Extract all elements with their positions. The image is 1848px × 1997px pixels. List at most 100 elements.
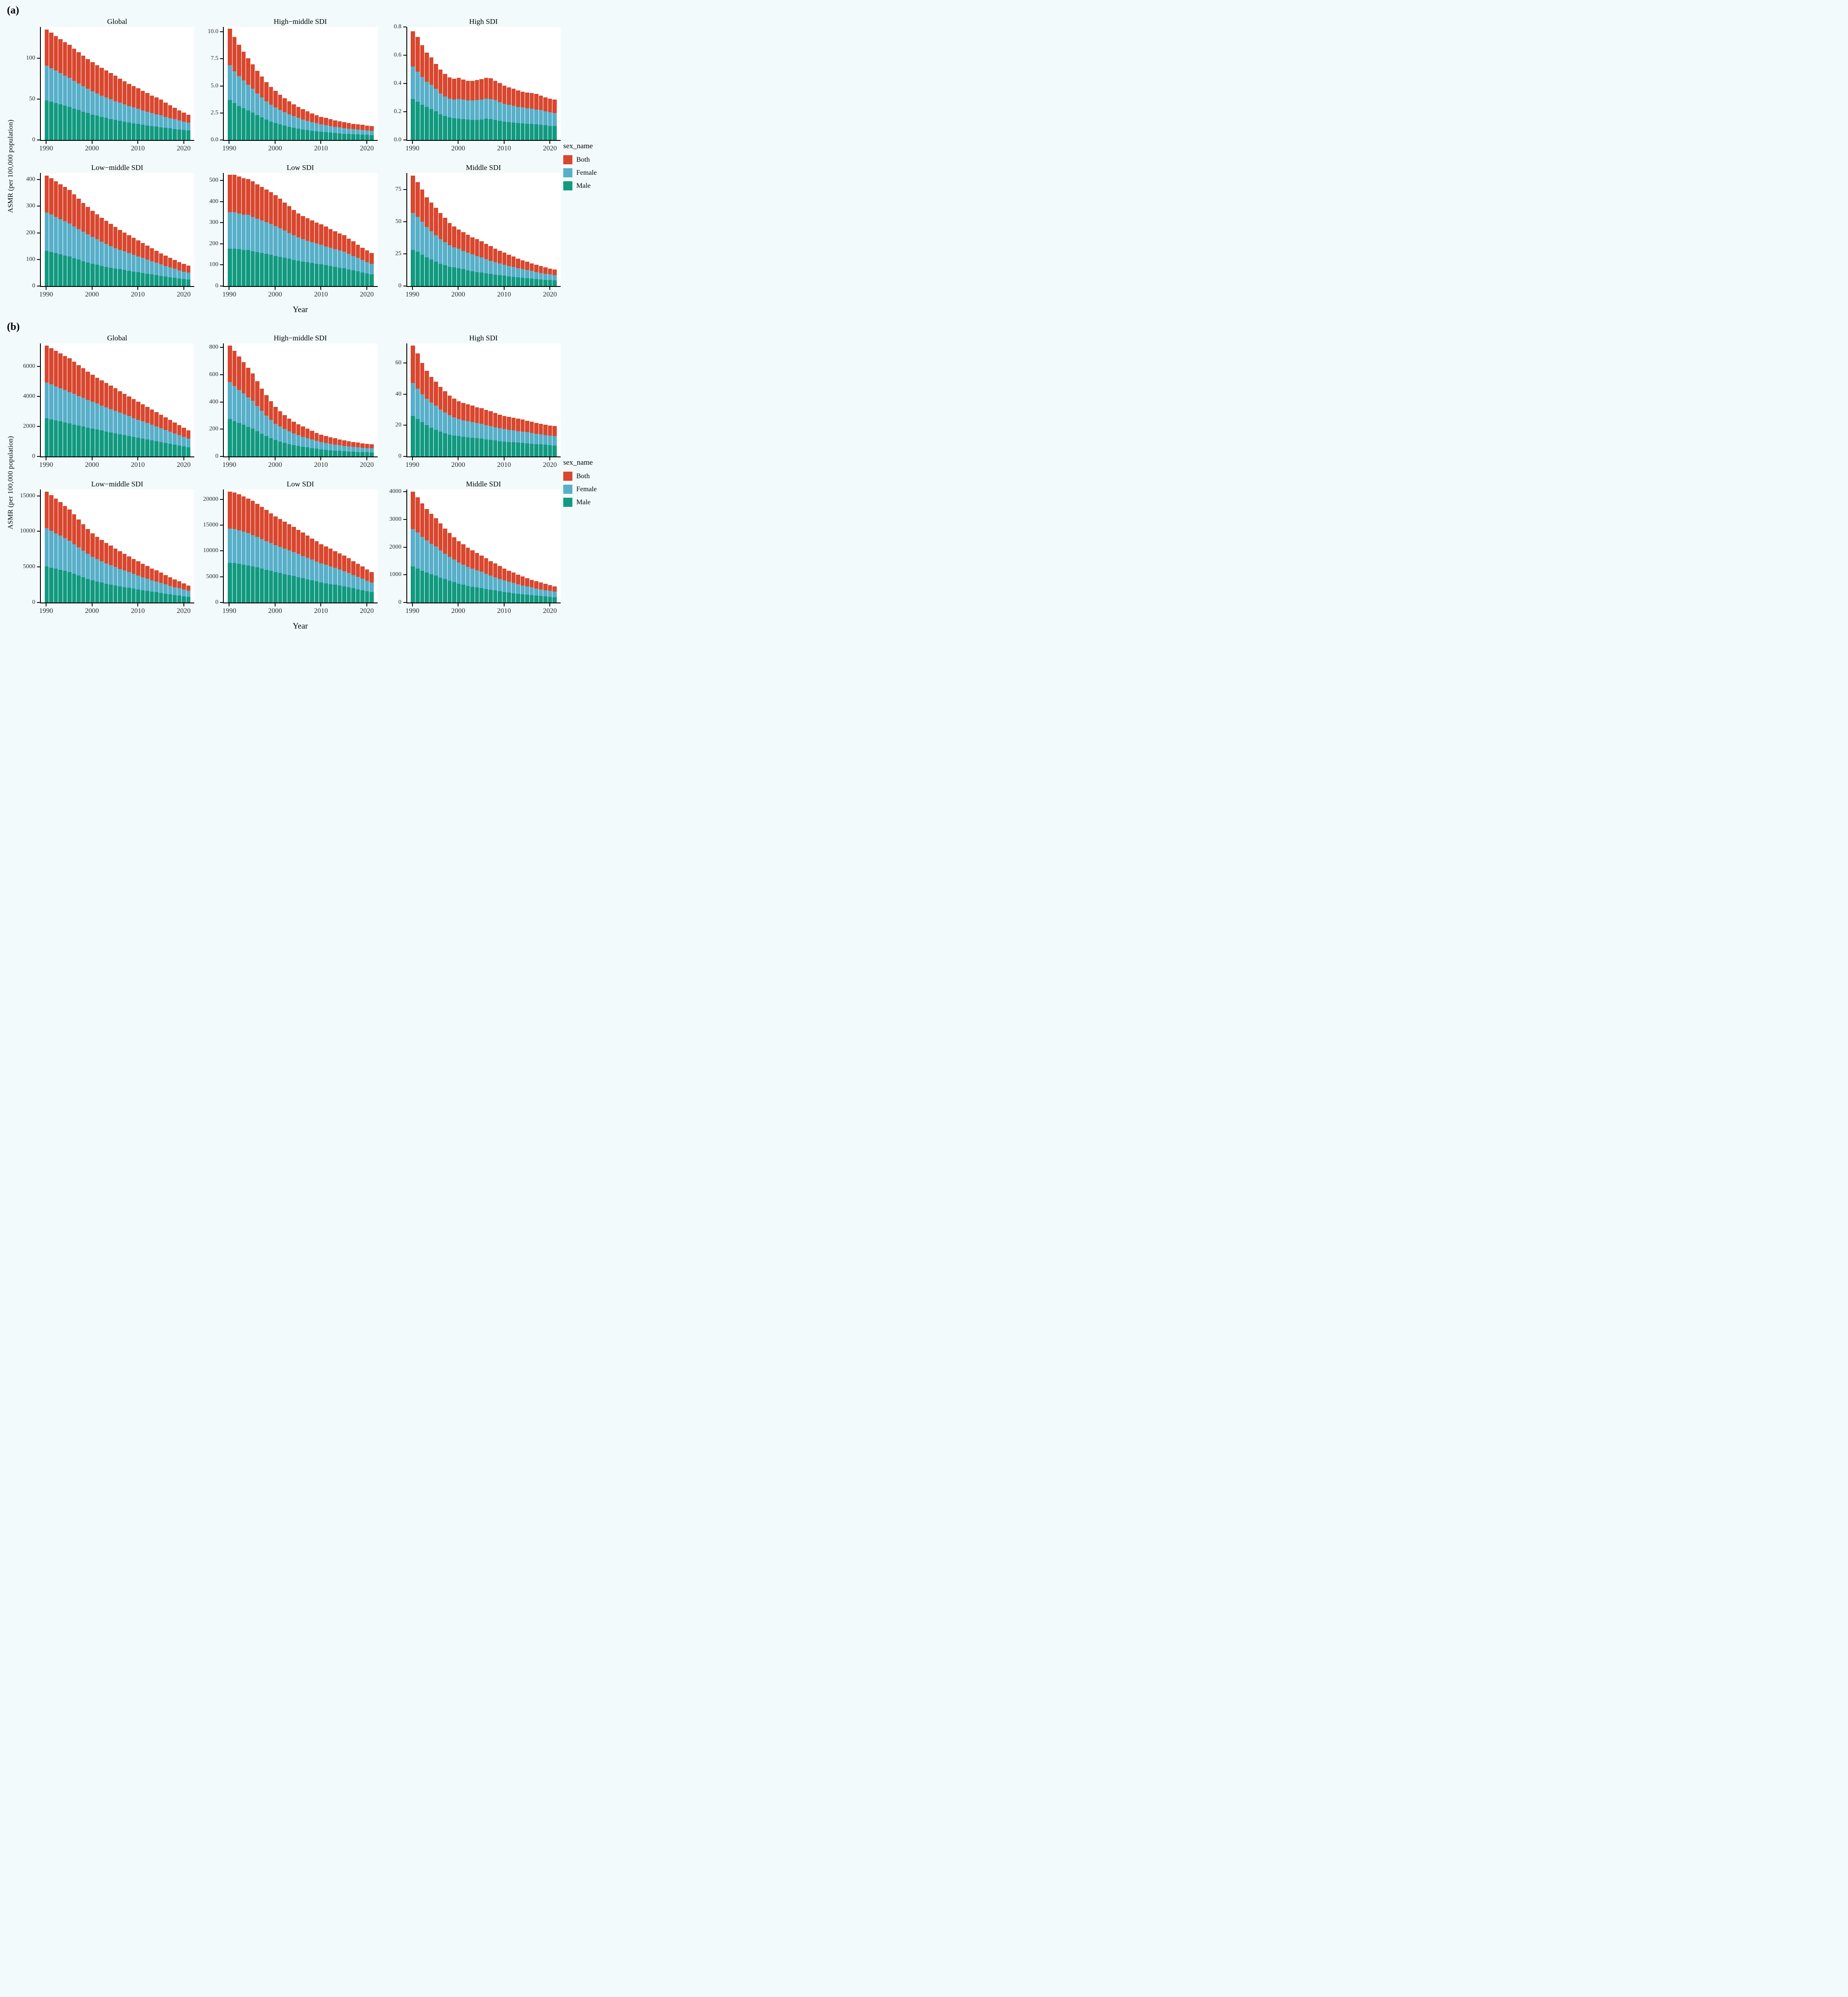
bar-segment-male (232, 563, 237, 602)
bar-segment-male (470, 437, 475, 456)
bar-1996 (255, 173, 259, 286)
bar-segment-both (525, 578, 529, 587)
bar-segment-female (246, 84, 250, 110)
bar-1997 (443, 343, 447, 456)
bar-segment-male (118, 269, 122, 286)
y-tick-mark (37, 602, 40, 603)
plot-area (406, 27, 561, 141)
bar-segment-female (507, 582, 511, 593)
bar-segment-male (411, 416, 415, 456)
bar-segment-male (411, 250, 415, 286)
bar-segment-both (443, 391, 447, 413)
bar-2018 (173, 173, 177, 286)
bar-2021 (552, 489, 557, 602)
bar-2008 (127, 343, 131, 456)
bar-segment-both (470, 550, 475, 569)
bar-2012 (328, 173, 333, 286)
bar-segment-both (452, 399, 456, 418)
x-tick-mark (274, 603, 276, 606)
bar-segment-female (104, 407, 109, 432)
bar-segment-male (63, 571, 67, 602)
bar-segment-female (283, 112, 287, 126)
bar-segment-female (502, 265, 507, 276)
bar-2010 (319, 173, 323, 286)
bar-segment-male (86, 262, 90, 286)
y-tick-label: 10000 (203, 547, 219, 554)
bar-segment-both (301, 216, 305, 240)
bar-segment-both (246, 498, 250, 533)
bar-segment-female (163, 266, 168, 277)
bar-2004 (475, 173, 479, 286)
bar-segment-female (49, 68, 53, 102)
bar-2011 (140, 27, 145, 140)
bar-segment-male (232, 248, 237, 286)
bar-segment-both (525, 420, 529, 433)
legend-label-female: Female (576, 485, 597, 493)
plot-row: 0 50 100 (17, 27, 195, 143)
y-tick-label: 0 (32, 599, 35, 606)
bar-2001 (278, 343, 283, 456)
bar-segment-both (475, 407, 479, 423)
bar-2003 (470, 27, 475, 140)
x-tick-mark (91, 141, 93, 144)
bar-2013 (516, 27, 520, 140)
bar-1995 (434, 343, 438, 456)
chart-title: High−middle SDI (273, 17, 327, 26)
bar-segment-female (58, 73, 63, 104)
bar-segment-female (310, 559, 314, 580)
bar-segment-male (328, 266, 333, 286)
both-color-swatch (563, 472, 572, 481)
y-tick-mark (403, 221, 406, 223)
bar-segment-female (415, 72, 420, 102)
bar-2008 (127, 173, 131, 286)
chart-title: High SDI (469, 334, 498, 342)
bar-segment-both (145, 407, 150, 423)
bar-segment-both (283, 415, 287, 429)
bar-segment-male (90, 263, 95, 286)
bar-segment-both (429, 514, 434, 544)
bar-segment-female (186, 591, 191, 597)
bar-segment-male (548, 597, 552, 602)
bar-segment-female (314, 441, 319, 449)
bar-2003 (287, 27, 292, 140)
bar-segment-both (484, 243, 489, 259)
bar-segment-male (173, 595, 177, 602)
bar-segment-male (63, 105, 67, 140)
bar-segment-both (287, 101, 292, 115)
bar-segment-both (461, 544, 465, 565)
x-axis: 1990 2000 2010 2020 (222, 287, 377, 304)
chart-title: Low−middle SDI (91, 480, 143, 488)
bar-segment-female (342, 571, 346, 587)
x-tick-label: 2020 (176, 291, 191, 298)
bar-segment-male (72, 424, 76, 456)
bar-segment-female (365, 130, 369, 135)
bar-segment-female (250, 535, 255, 566)
bar-2007 (305, 27, 310, 140)
bar-segment-male (434, 576, 438, 602)
bar-2013 (516, 343, 520, 456)
bar-segment-female (44, 382, 49, 419)
bar-segment-both (479, 408, 484, 424)
bar-2010 (136, 27, 140, 140)
bar-segment-both (328, 549, 333, 566)
bar-segment-male (264, 569, 269, 602)
bar-2007 (305, 489, 310, 602)
bar-2021 (186, 173, 191, 286)
bar-2004 (109, 173, 113, 286)
bar-segment-both (360, 125, 365, 130)
bar-1991 (232, 489, 237, 602)
bar-segment-male (538, 124, 543, 140)
bar-2017 (168, 489, 173, 602)
bar-1998 (81, 343, 86, 456)
bar-segment-female (425, 540, 429, 573)
bar-segment-male (136, 589, 140, 602)
y-tick-label: 2000 (23, 423, 35, 430)
y-tick-label: 5.0 (210, 82, 219, 89)
bar-1991 (49, 489, 53, 602)
bar-segment-male (287, 575, 292, 602)
bar-segment-male (269, 571, 273, 602)
bar-2014 (520, 27, 525, 140)
bar-segment-female (118, 103, 122, 121)
bar-segment-both (511, 89, 516, 106)
bar-1996 (255, 27, 259, 140)
